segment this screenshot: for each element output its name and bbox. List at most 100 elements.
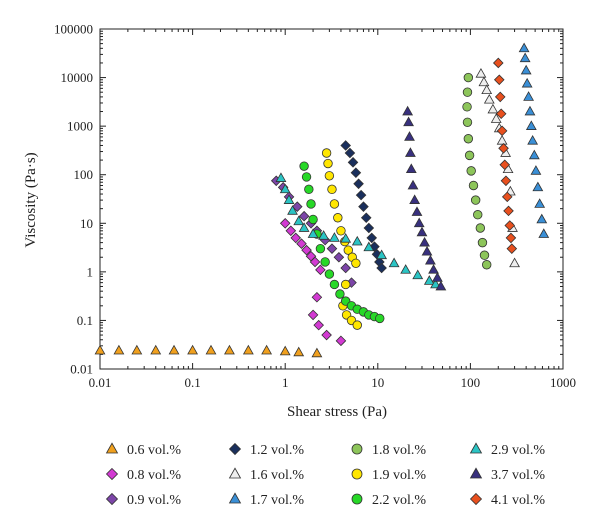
data-point	[520, 64, 532, 75]
data-point	[501, 191, 513, 203]
data-point	[299, 161, 309, 171]
data-point	[205, 344, 217, 355]
data-point	[187, 344, 199, 355]
legend-marker	[228, 442, 242, 456]
legend-label: 4.1 vol.%	[491, 493, 545, 508]
data-point	[493, 74, 505, 86]
data-point	[242, 344, 254, 355]
data-point	[333, 213, 343, 223]
data-point	[301, 172, 312, 182]
data-point	[525, 120, 537, 130]
data-point	[351, 235, 363, 246]
legend-item: 0.6 vol.%	[105, 442, 181, 458]
legend-item: 1.6 vol.%	[228, 467, 304, 483]
data-point	[500, 175, 512, 187]
series	[462, 72, 492, 270]
series	[402, 105, 447, 291]
legend-item: 0.9 vol.%	[105, 492, 181, 508]
data-point	[527, 135, 539, 145]
data-point	[313, 319, 324, 331]
data-point	[400, 264, 412, 274]
data-point	[306, 199, 316, 209]
data-point	[287, 205, 298, 215]
series	[279, 217, 347, 347]
data-point	[285, 225, 297, 237]
x-tick-label: 1	[282, 375, 289, 390]
data-point	[464, 150, 475, 161]
data-point	[468, 180, 479, 191]
data-point	[463, 134, 474, 144]
data-point	[293, 346, 305, 357]
data-point	[425, 254, 436, 265]
data-point	[482, 260, 492, 270]
data-point	[320, 257, 330, 267]
data-point	[532, 181, 544, 192]
data-point	[363, 222, 375, 234]
legend-marker	[105, 467, 119, 481]
legend-marker	[228, 492, 242, 504]
data-point	[421, 245, 433, 256]
data-point	[358, 201, 369, 212]
data-point	[494, 91, 506, 103]
data-point	[315, 264, 326, 276]
legend-marker	[469, 467, 483, 479]
data-point	[326, 243, 338, 254]
data-point	[329, 279, 340, 290]
data-point	[311, 291, 323, 303]
data-point	[279, 183, 291, 194]
legend-marker	[351, 443, 363, 455]
data-point	[318, 230, 330, 240]
data-points	[94, 42, 550, 358]
data-point	[298, 222, 310, 232]
data-point	[496, 125, 508, 137]
data-point	[353, 178, 364, 190]
data-point	[428, 264, 439, 274]
data-point	[321, 148, 332, 158]
legend-marker	[469, 442, 483, 454]
legend-label: 1.6 vol.%	[250, 468, 304, 483]
data-point	[329, 199, 340, 209]
data-point	[524, 105, 536, 116]
data-point	[402, 105, 414, 116]
data-point	[503, 205, 514, 217]
legend-item: 2.9 vol.%	[469, 442, 545, 458]
data-point	[291, 201, 303, 212]
data-point	[528, 149, 540, 160]
data-point	[224, 344, 235, 355]
data-point	[536, 213, 548, 224]
data-point	[296, 238, 307, 249]
data-point	[405, 163, 417, 174]
data-point	[518, 42, 530, 53]
data-point	[315, 243, 326, 254]
legend-item: 1.7 vol.%	[228, 492, 304, 508]
data-point	[283, 194, 295, 204]
data-point	[462, 87, 473, 97]
plot-frame	[99, 28, 564, 370]
data-point	[323, 158, 333, 169]
data-point	[113, 344, 125, 355]
data-point	[279, 345, 291, 356]
data-point	[375, 313, 385, 324]
data-point	[479, 250, 490, 260]
data-point	[350, 167, 362, 178]
data-point	[495, 108, 507, 120]
axes: 0.01 0.1 1 10 100 1000 0.01 0.1 1 10 100 1000 10000 1…	[54, 22, 576, 391]
data-point	[275, 172, 287, 182]
data-point	[509, 257, 520, 268]
data-point	[363, 241, 375, 252]
data-point	[411, 206, 423, 216]
data-point	[131, 344, 143, 355]
data-point	[499, 159, 511, 171]
data-point	[462, 102, 472, 112]
legend-label: 1.2 vol.%	[250, 443, 304, 458]
data-point	[376, 249, 388, 260]
data-point	[360, 212, 372, 224]
series	[518, 42, 550, 238]
legend-marker	[105, 492, 119, 506]
data-point	[324, 171, 335, 181]
legend-label: 0.6 vol.%	[127, 443, 181, 458]
data-point	[329, 232, 340, 242]
data-point	[343, 245, 353, 255]
x-tick-label: 10	[371, 375, 384, 390]
data-point	[311, 347, 323, 358]
